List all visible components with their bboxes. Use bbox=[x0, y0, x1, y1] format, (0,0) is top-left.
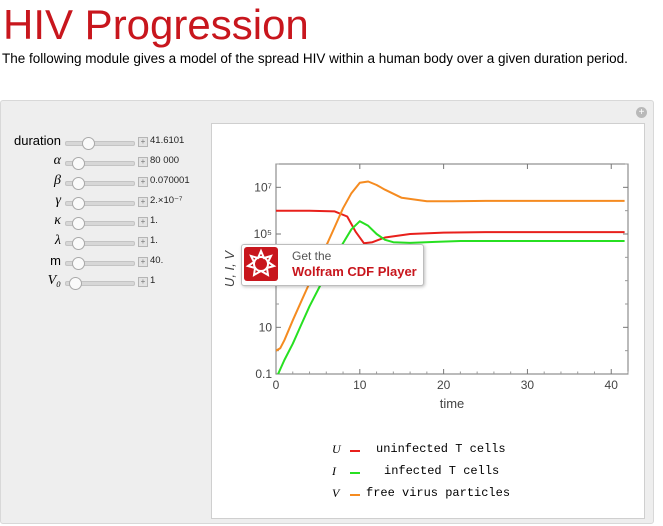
wolfram-spikey-icon bbox=[244, 247, 278, 281]
expand-button[interactable]: + bbox=[138, 257, 148, 267]
control-label: γ bbox=[55, 193, 61, 208]
control-value: 1 bbox=[150, 275, 156, 286]
slider-thumb[interactable] bbox=[81, 137, 95, 150]
slider-thumb[interactable] bbox=[72, 237, 86, 250]
slider-thumb[interactable] bbox=[72, 157, 86, 170]
legend-item-v: V free virus particles bbox=[332, 484, 632, 504]
legend-symbol: V bbox=[332, 486, 340, 500]
control-label: V₀ bbox=[47, 273, 61, 288]
slider-thumb[interactable] bbox=[72, 197, 86, 210]
manipulate-panel: + duration +41.6101 α +80 000 β +0.070001 γ +2.… bbox=[0, 100, 654, 524]
expand-button[interactable]: + bbox=[138, 177, 148, 187]
control-row: γ +2.×10⁻⁷ bbox=[1, 193, 211, 211]
control-label: m bbox=[50, 253, 61, 268]
control-row: λ +1. bbox=[1, 233, 211, 251]
y-tick-label: 0.1 bbox=[255, 367, 272, 381]
x-tick-label: 20 bbox=[437, 378, 451, 392]
expand-button[interactable]: + bbox=[138, 217, 148, 227]
legend-swatch bbox=[350, 494, 360, 496]
page-title: HIV Progression bbox=[3, 1, 309, 48]
slider-track[interactable] bbox=[65, 217, 135, 230]
slider-track[interactable] bbox=[65, 197, 135, 210]
series-line-i bbox=[277, 220, 625, 374]
legend-symbol: I bbox=[332, 464, 336, 478]
legend-item-u: U uninfected T cells bbox=[332, 440, 632, 460]
slider-track[interactable] bbox=[65, 157, 135, 170]
control-row: duration +41.6101 bbox=[1, 133, 211, 151]
slider-track[interactable] bbox=[65, 137, 135, 150]
control-value: 1. bbox=[150, 215, 158, 226]
legend-label: uninfected T cells bbox=[376, 442, 506, 456]
control-label: duration bbox=[14, 133, 61, 148]
control-row: V₀ +1 bbox=[1, 273, 211, 291]
expand-button[interactable]: + bbox=[138, 277, 148, 287]
slider-thumb[interactable] bbox=[72, 257, 86, 270]
page-description: The following module gives a model of th… bbox=[2, 51, 628, 66]
cdf-line1: Get the bbox=[292, 249, 332, 263]
y-axis-label: U, I, V bbox=[222, 250, 237, 287]
control-value: 41.6101 bbox=[150, 135, 185, 146]
slider-thumb[interactable] bbox=[69, 277, 83, 290]
y-tick-label: 10 bbox=[259, 320, 273, 334]
cdf-player-button[interactable]: Get the Wolfram CDF Player bbox=[241, 244, 424, 286]
control-label: λ bbox=[54, 233, 61, 248]
control-value: 0.070001 bbox=[150, 175, 190, 186]
hiv-chart: 0 10 20 30 40 0.1 10 10⁵ 10⁷ time U, I, V bbox=[222, 163, 629, 411]
x-tick-label: 30 bbox=[521, 378, 535, 392]
plot-area: 0 10 20 30 40 0.1 10 10⁵ 10⁷ time U, I, V U uninfe… bbox=[211, 123, 645, 519]
legend-label: free virus particles bbox=[366, 486, 511, 500]
legend-label: infected T cells bbox=[384, 464, 500, 478]
control-value: 1. bbox=[150, 235, 158, 246]
expand-button[interactable]: + bbox=[138, 197, 148, 207]
control-row: β +0.070001 bbox=[1, 173, 211, 191]
slider-track[interactable] bbox=[65, 277, 135, 290]
plus-icon[interactable]: + bbox=[636, 107, 647, 118]
control-row: m +40. bbox=[1, 253, 211, 271]
control-row: κ +1. bbox=[1, 213, 211, 231]
series-line-u bbox=[276, 209, 625, 245]
x-tick-label: 10 bbox=[353, 378, 367, 392]
control-value: 80 000 bbox=[150, 155, 180, 166]
slider-track[interactable] bbox=[65, 177, 135, 190]
control-label: β bbox=[54, 173, 61, 188]
slider-track[interactable] bbox=[65, 257, 135, 270]
expand-button[interactable]: + bbox=[138, 137, 148, 147]
series-line-v bbox=[276, 180, 625, 352]
x-tick-label: 40 bbox=[605, 378, 619, 392]
control-label: α bbox=[53, 153, 61, 168]
slider-track[interactable] bbox=[65, 237, 135, 250]
y-tick-label: 10⁵ bbox=[254, 227, 272, 241]
legend-item-i: I infected T cells bbox=[332, 462, 632, 482]
control-value: 40. bbox=[150, 255, 164, 266]
legend-swatch bbox=[350, 472, 360, 474]
slider-thumb[interactable] bbox=[72, 177, 86, 190]
x-tick-label: 0 bbox=[273, 378, 280, 392]
control-row: α +80 000 bbox=[1, 153, 211, 171]
cdf-line2: Wolfram CDF Player bbox=[292, 264, 417, 279]
control-value: 2.×10⁻⁷ bbox=[150, 195, 183, 206]
expand-button[interactable]: + bbox=[138, 237, 148, 247]
y-tick-label: 10⁷ bbox=[254, 180, 272, 194]
x-axis-label: time bbox=[440, 396, 465, 411]
control-label: κ bbox=[54, 213, 61, 228]
legend-swatch bbox=[350, 450, 360, 452]
slider-thumb[interactable] bbox=[72, 217, 86, 230]
legend-symbol: U bbox=[332, 442, 341, 456]
expand-button[interactable]: + bbox=[138, 157, 148, 167]
